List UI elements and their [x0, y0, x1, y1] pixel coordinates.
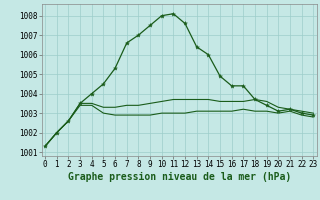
X-axis label: Graphe pression niveau de la mer (hPa): Graphe pression niveau de la mer (hPa)	[68, 172, 291, 182]
